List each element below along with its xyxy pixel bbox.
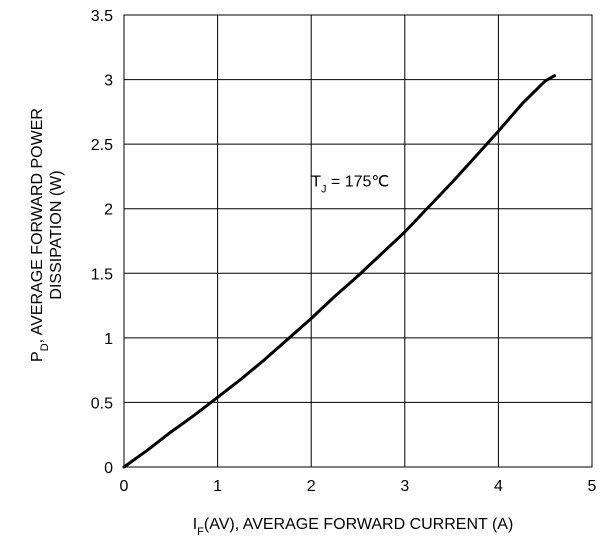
- series-layer: [122, 74, 557, 469]
- y-tick-label: 2.5: [91, 137, 113, 154]
- y-tick-label: 1.5: [91, 266, 113, 283]
- x-tick-label: 3: [400, 478, 409, 495]
- y-axis-title-suffix: , AVERAGE FORWARD POWER: [29, 108, 46, 343]
- y-axis-title-subscript: D: [39, 343, 51, 351]
- x-tick-label: 0: [120, 478, 129, 495]
- series-line: [122, 74, 557, 469]
- y-tick-label: 3.5: [91, 8, 113, 25]
- y-axis-title: PD, AVERAGE FORWARD POWER DISSIPATION (W…: [29, 108, 65, 362]
- y-tick-label: 2: [104, 202, 113, 219]
- x-tick-label: 5: [588, 478, 597, 495]
- y-tick-label: 0.5: [91, 395, 113, 412]
- x-tick-label: 2: [307, 478, 316, 495]
- y-axis-tick-labels: 0 0.5 1 1.5 2 2.5 3 3.5: [91, 8, 113, 477]
- y-tick-label: 3: [104, 73, 113, 90]
- y-axis-title-line-1: PD, AVERAGE FORWARD POWER: [29, 108, 51, 362]
- annotation-subscript: J: [321, 183, 327, 195]
- plot-frame: [123, 14, 593, 468]
- y-axis-title-line-2: DISSIPATION (W): [48, 170, 65, 299]
- x-axis-title-suffix: (AV), AVERAGE FORWARD CURRENT (A): [204, 516, 513, 533]
- x-tick-label: 4: [494, 478, 503, 495]
- y-axis-title-prefix: P: [29, 351, 46, 362]
- annotation-prefix: T: [311, 173, 321, 190]
- x-axis-title-prefix: I: [193, 516, 197, 533]
- junction-temperature-annotation: TJ = 175℃: [311, 173, 389, 195]
- x-axis-tick-labels: 0 1 2 3 4 5: [120, 478, 597, 495]
- x-axis-title-subscript: F: [197, 526, 204, 537]
- annotation-suffix: = 175℃: [326, 173, 389, 190]
- y-tick-label: 0: [104, 460, 113, 477]
- x-tick-label: 1: [213, 478, 222, 495]
- x-axis-title: IF(AV), AVERAGE FORWARD CURRENT (A): [193, 516, 514, 537]
- y-tick-label: 1: [104, 331, 113, 348]
